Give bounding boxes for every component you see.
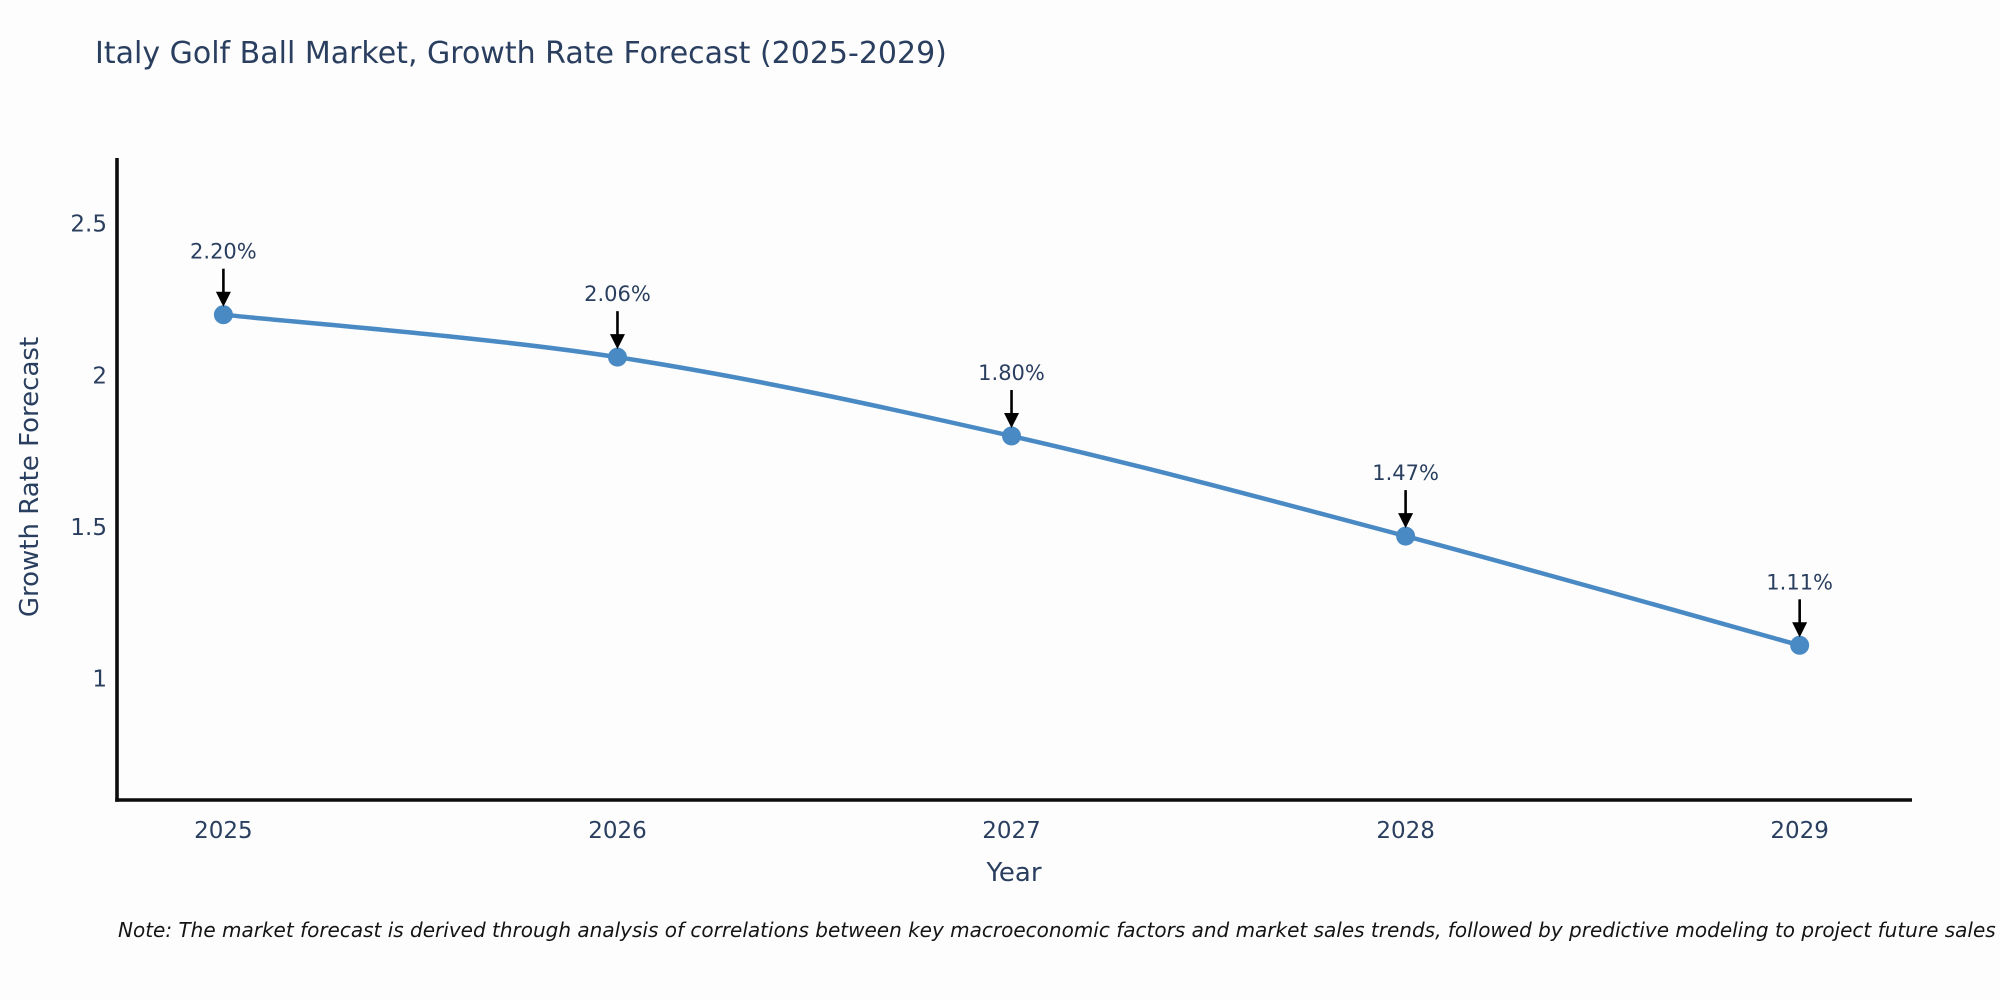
x-axis-title: Year <box>986 858 1042 888</box>
footnote: Note: The market forecast is derived thr… <box>118 918 1996 942</box>
x-tick-label: 2025 <box>194 818 253 844</box>
y-tick-label: 2.5 <box>70 212 107 238</box>
annotation-arrowhead <box>1792 622 1808 638</box>
annotation-arrowhead <box>609 334 625 350</box>
annotation-label: 2.20% <box>190 240 257 264</box>
annotation-label: 2.06% <box>584 282 651 306</box>
y-tick-label: 2 <box>92 363 107 389</box>
data-point-marker <box>1790 635 1810 655</box>
annotation-arrowhead <box>215 291 231 307</box>
annotation-label: 1.11% <box>1766 570 1833 594</box>
chart-title: Italy Golf Ball Market, Growth Rate Fore… <box>95 36 947 71</box>
x-tick-label: 2026 <box>588 818 647 844</box>
annotation-label: 1.80% <box>978 361 1045 385</box>
annotation-arrowhead <box>1004 413 1020 429</box>
y-tick-label: 1 <box>92 667 107 693</box>
annotation-arrowhead <box>1398 513 1414 529</box>
x-tick-label: 2028 <box>1376 818 1435 844</box>
data-point-marker <box>607 347 627 367</box>
data-point-marker <box>213 305 233 325</box>
y-axis-title: Growth Rate Forecast <box>15 336 45 618</box>
annotation-label: 1.47% <box>1372 461 1439 485</box>
data-point-marker <box>1396 526 1416 546</box>
x-tick-label: 2029 <box>1770 818 1829 844</box>
x-tick-label: 2027 <box>982 818 1041 844</box>
y-tick-label: 1.5 <box>70 515 107 541</box>
data-point-marker <box>1002 426 1022 446</box>
